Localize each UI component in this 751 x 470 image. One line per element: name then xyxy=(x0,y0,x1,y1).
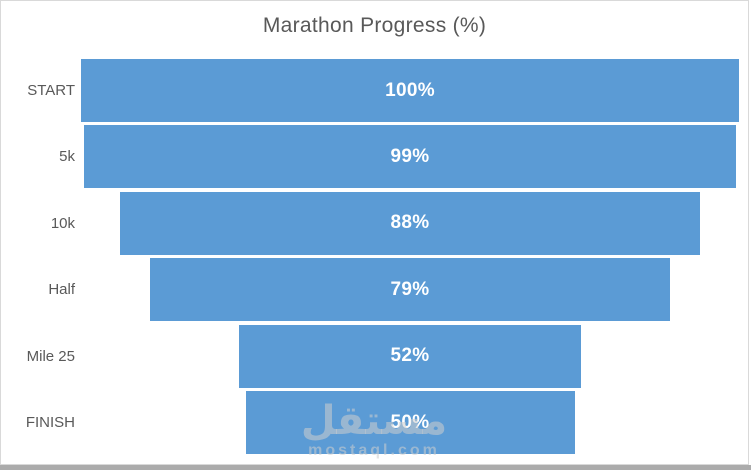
funnel-bar: 100% xyxy=(81,59,739,122)
category-label: 5k xyxy=(59,148,75,166)
funnel-bar: 99% xyxy=(84,125,736,189)
bottom-edge-strip xyxy=(0,465,751,470)
bar-value-label: 88% xyxy=(390,212,430,234)
funnel-bar: 79% xyxy=(150,258,670,322)
bar-value-label: 100% xyxy=(385,79,435,101)
funnel-bar: 52% xyxy=(238,324,582,388)
funnel-bar: 50% xyxy=(245,391,575,454)
category-label: FINISH xyxy=(25,414,75,431)
bar-value-label: 99% xyxy=(390,145,430,167)
category-label: Half xyxy=(48,281,75,299)
bar-value-label: 50% xyxy=(390,411,430,433)
bar-value-label: 52% xyxy=(390,345,430,367)
category-label: START xyxy=(27,82,75,99)
chart-title: Marathon Progress (%) xyxy=(262,14,487,37)
category-label: 10k xyxy=(50,214,75,232)
funnel-bar: 88% xyxy=(120,191,700,255)
funnel-plot: START 100% 5k 99% 10k 88% Half 79% Mile 25 52% FIN… xyxy=(1,1,748,464)
bar-value-label: 79% xyxy=(390,278,430,300)
category-label: Mile 25 xyxy=(26,347,75,365)
